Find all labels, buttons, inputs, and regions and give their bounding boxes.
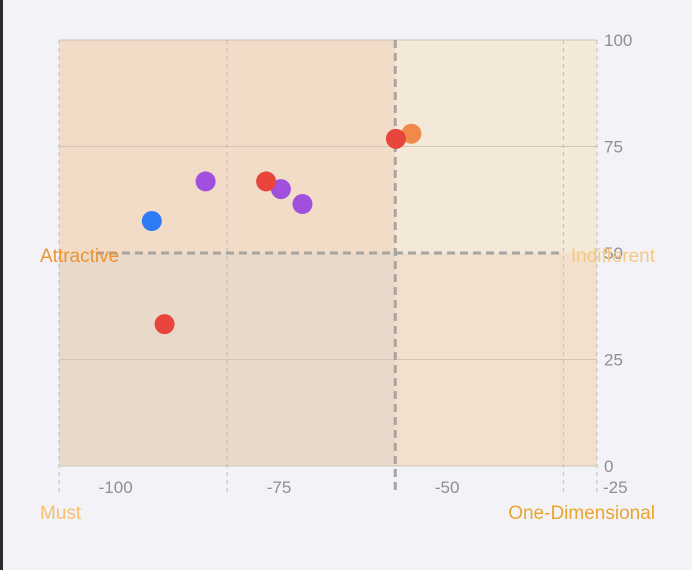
quadrant-label-must: Must [40, 503, 82, 524]
window-edge [0, 0, 3, 570]
quadrant-label-attractive: Attractive [40, 246, 120, 267]
data-point-1 [195, 171, 216, 192]
quadrant-label-one-dimensional: One-Dimensional [508, 503, 655, 524]
x-tick-label--25: -25 [603, 478, 628, 497]
data-point-2 [270, 179, 291, 200]
y-tick-label-50: 50 [604, 244, 623, 263]
data-points [141, 123, 422, 335]
quadrant-label-indifferent: Indifferent [570, 246, 655, 267]
data-point-0 [141, 211, 162, 232]
y-tick-label-75: 75 [604, 138, 623, 157]
data-point-5 [154, 314, 175, 335]
data-point-3 [292, 194, 313, 215]
data-point-6 [401, 123, 422, 144]
x-tick-label--75: -75 [267, 478, 292, 497]
data-point-7 [385, 128, 406, 149]
data-point-4 [256, 171, 277, 192]
grid-lines [58, 39, 598, 494]
y-tick-label-100: 100 [604, 31, 632, 50]
axis-tick-labels: 0 25 50 75 100 -100 -75 -50 -25 [99, 31, 633, 497]
midlines [96, 40, 560, 494]
y-tick-label-25: 25 [604, 351, 623, 370]
y-tick-label-0: 0 [604, 457, 613, 476]
x-tick-label--50: -50 [435, 478, 460, 497]
x-tick-label--100: -100 [99, 478, 133, 497]
